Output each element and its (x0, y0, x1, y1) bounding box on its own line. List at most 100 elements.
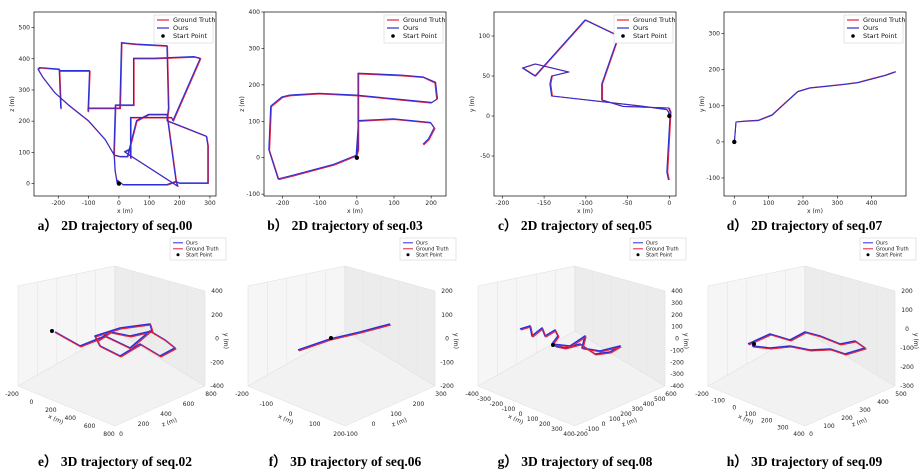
plot-seq00: -200 -100 0 100 200 300 0 100 200 300 400 500 x (m) z… (9, 11, 217, 215)
z-tick-label: 200 (671, 312, 683, 319)
y-tick-label: 0 (602, 421, 606, 428)
x-tick-label: 200 (761, 418, 773, 425)
y-tick-label: -100 (344, 431, 358, 438)
x-tick-label: 300 (551, 426, 563, 433)
x-tick-label: 200 (797, 200, 809, 207)
y-tick-label: 0 (372, 421, 376, 428)
legend-label: Start Point (416, 253, 442, 259)
series-ground-truth (520, 326, 622, 356)
z-tick-label: -200 (440, 383, 454, 390)
y-tick-label: 100 (390, 411, 402, 418)
y-tick-label: 400 (643, 401, 655, 408)
z-tick-label: -200 (670, 359, 684, 366)
legend-label: Ground Truth (633, 16, 675, 24)
y-tick-label: 600 (183, 401, 195, 408)
x-tick-label: 300 (832, 200, 844, 207)
x-tick-label: 100 (144, 200, 156, 207)
y-tick-label: 100 (249, 118, 261, 125)
start-point-marker (551, 343, 555, 347)
start-point-marker (732, 139, 737, 145)
series-ground-truth (298, 324, 392, 352)
y-tick-label: 50 (482, 73, 490, 80)
z-tick-label: 100 (441, 312, 453, 319)
legend-label: Ours (173, 24, 189, 32)
x-tick-label: 0 (732, 404, 736, 411)
plot-frame (723, 11, 907, 197)
y-tick-label: 400 (160, 411, 172, 418)
legend-label: Ours (646, 241, 658, 247)
series-ours (297, 323, 391, 351)
legend-label: Start Point (863, 32, 898, 40)
y-tick-label: 500 (19, 25, 31, 32)
y-tick-label: 100 (709, 103, 721, 110)
y-axis-label: z (m) (391, 417, 408, 429)
x-tick-label: 0 (355, 200, 359, 207)
x-tick-label: 200 (45, 407, 57, 414)
y-tick-label: 400 (877, 399, 889, 406)
z-axis-label: y (m) (682, 333, 689, 349)
z-tick-label: 0 (445, 336, 449, 343)
z-axis-label: y (m) (912, 333, 919, 349)
legend-label: Ground Truth (416, 247, 449, 253)
y-tick-label: 400 (249, 9, 261, 16)
x-tick-label: -50 (623, 200, 633, 207)
x-tick-label: -200 (489, 401, 503, 408)
y-tick-label: 100 (609, 416, 621, 423)
y-axis-label: y (m) (699, 96, 706, 112)
y-tick-label: 300 (435, 391, 447, 398)
x-tick-label: 100 (388, 200, 400, 207)
y-tick-label: 0 (809, 431, 813, 438)
x-tick-label: 0 (289, 411, 293, 418)
y-tick-label: 200 (413, 401, 425, 408)
z-tick-label: -100 (900, 345, 914, 352)
panel-seq05: -200 -150 -100 -50 0 -50 0 50 100 x (m) y (m) Groun… (460, 0, 690, 235)
panel-seq02: -200 0 200 400 600 800 0 200 400 600 800 400 200 0 -20… (0, 236, 230, 471)
x-tick-label: 0 (519, 411, 523, 418)
x-axis-label: x (m) (577, 208, 593, 215)
y-axis-label: z (m) (621, 417, 638, 429)
legend-box (859, 237, 917, 261)
x-tick-label: 100 (527, 416, 539, 423)
legend-label: Start Point (633, 32, 668, 40)
series-ours (268, 72, 439, 180)
x-tick-label: -100 (259, 401, 273, 408)
y-tick-label: 300 (632, 406, 644, 413)
legend-label: Ground Truth (646, 247, 679, 253)
caption-seq09: h） 3D trajectory of seq.09 (726, 454, 883, 469)
z-tick-label: 0 (215, 336, 219, 343)
x-tick-label: -200 (695, 391, 709, 398)
start-point-marker (329, 336, 333, 340)
legend-label: Start Point (646, 253, 672, 259)
x-axis-label: x (m) (117, 208, 133, 215)
y-tick-label: 300 (19, 87, 31, 94)
z-tick-label: -300 (900, 383, 914, 390)
x-tick-label: 100 (763, 200, 775, 207)
y-tick-label: 600 (665, 391, 677, 398)
x-tick-label: -150 (537, 200, 551, 207)
series-ground-truth (37, 42, 209, 188)
y-tick-label: 500 (895, 391, 907, 398)
legend-label: Start Point (876, 253, 902, 259)
series-ground-truth (55, 324, 177, 358)
x-axis-label: x (m) (47, 413, 64, 426)
y-tick-label: 200 (249, 82, 261, 89)
legend-label: Start Point (173, 32, 208, 40)
caption-seq05: c） 2D trajectory of seq.05 (497, 218, 653, 233)
y-tick-label: 200 (620, 411, 632, 418)
plot-seq05: -200 -150 -100 -50 0 -50 0 50 100 x (m) y (m) Groun… (469, 11, 677, 215)
legend-marker (406, 253, 410, 257)
z-tick-label: 400 (211, 288, 223, 295)
y-tick-label: 400 (19, 56, 31, 63)
caption-seq02: e） 3D trajectory of seq.02 (37, 454, 193, 469)
legend-label: Start Point (186, 253, 212, 259)
y-axis-label: y (m) (469, 96, 476, 112)
legend-marker (636, 253, 640, 257)
x-axis-label: x (m) (347, 208, 363, 215)
legend-label: Ground Truth (403, 16, 445, 24)
legend-marker (391, 34, 395, 38)
plot-seq07: 0 100 200 300 400 -100 0 100 200 300 x (m) y (m) Gro… (699, 11, 907, 215)
x-tick-label: 200 (425, 200, 437, 207)
